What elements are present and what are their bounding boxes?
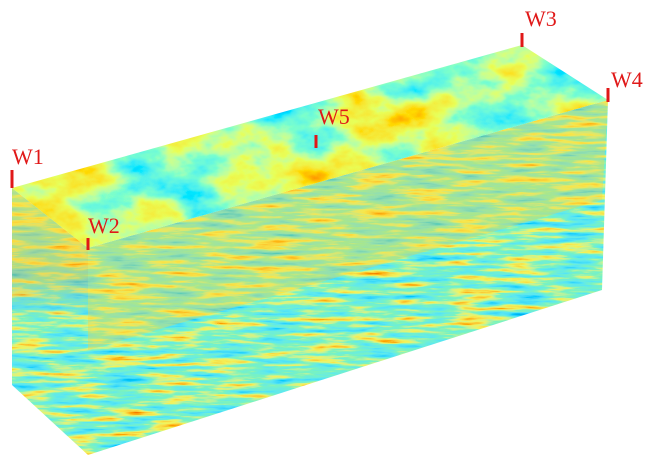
well-label: W2 xyxy=(88,213,120,238)
volume-figure: W1 W2 W3 W4 W5 xyxy=(0,0,648,459)
well-label: W5 xyxy=(318,104,350,129)
well-label: W4 xyxy=(611,67,643,92)
well-label: W1 xyxy=(12,144,44,169)
well-label: W3 xyxy=(525,6,557,31)
page: W1 W2 W3 W4 W5 (() => { const data = JSO… xyxy=(0,0,648,459)
